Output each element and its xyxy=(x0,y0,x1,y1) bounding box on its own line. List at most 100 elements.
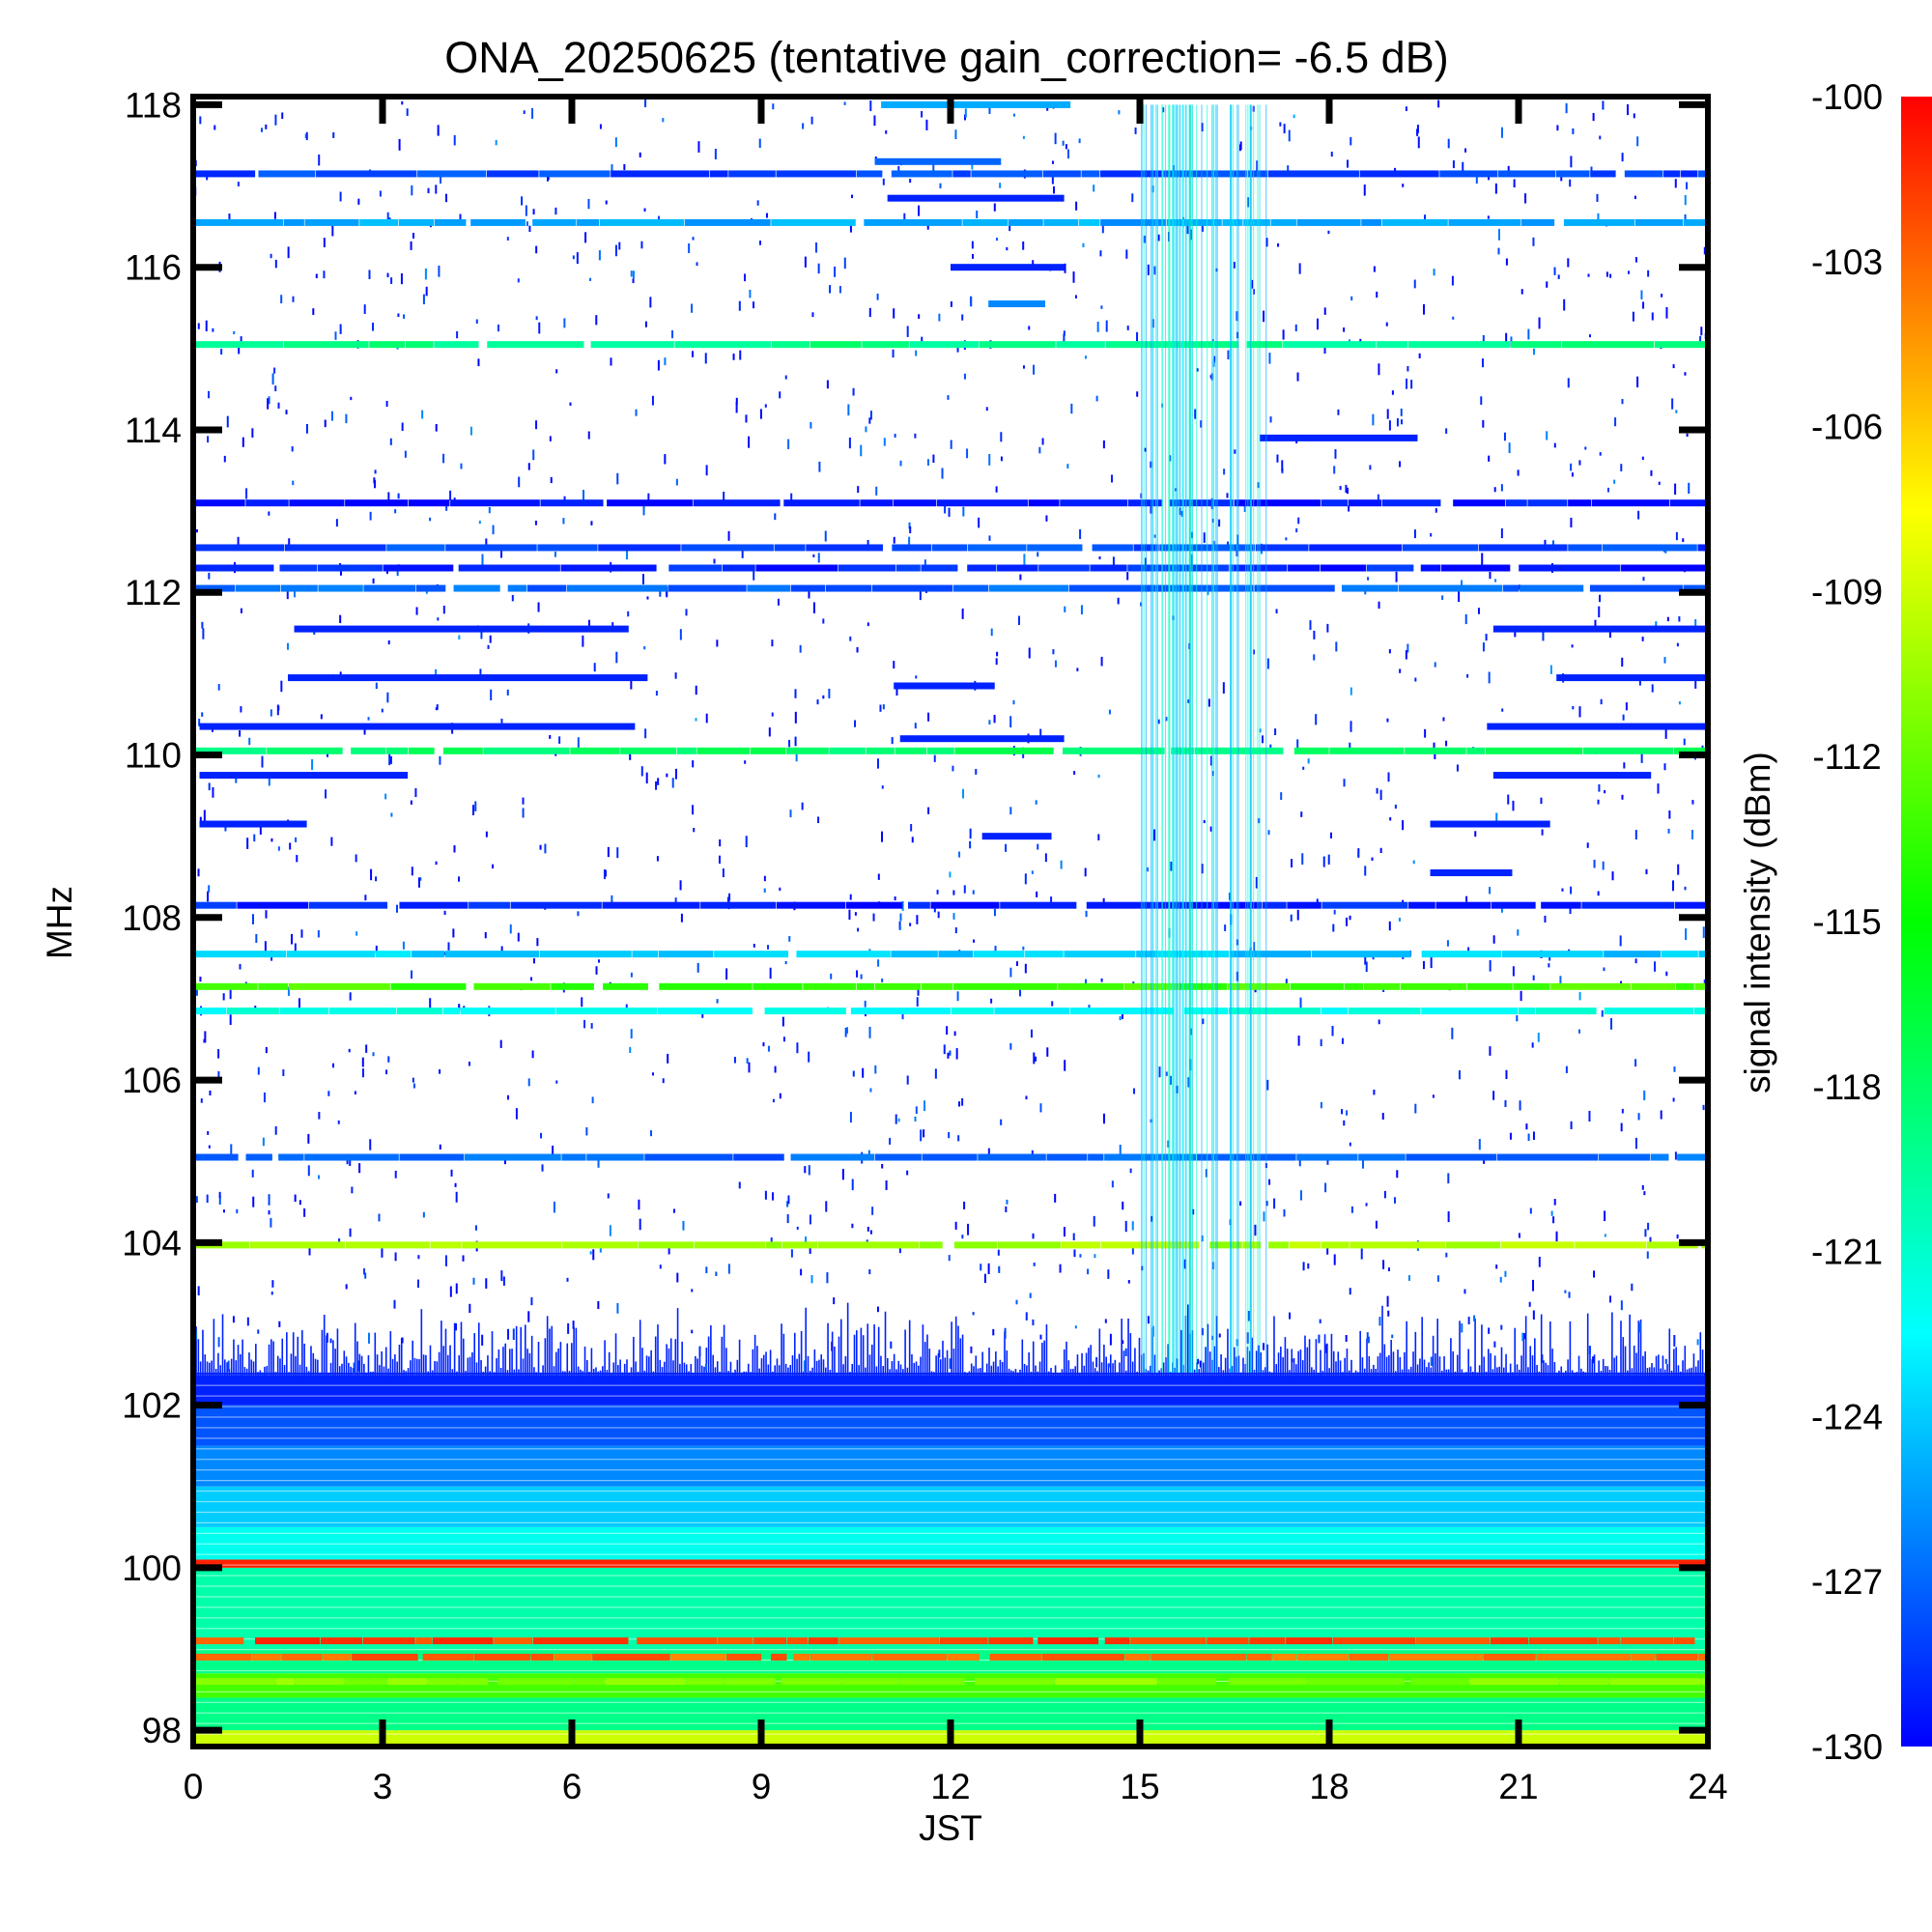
station-segment xyxy=(1361,218,1382,226)
noise-spike xyxy=(679,1363,681,1381)
noise-spike xyxy=(635,1361,637,1381)
noise-dot xyxy=(474,801,477,811)
noise-dot xyxy=(1343,327,1346,332)
noise-dot xyxy=(1022,946,1025,951)
noise-dot xyxy=(416,1279,419,1289)
noise-dot xyxy=(1538,317,1541,329)
noise-dot xyxy=(1532,975,1535,980)
noise-dot xyxy=(810,1275,813,1284)
noise-spike xyxy=(1485,1371,1488,1381)
noise-dot xyxy=(1324,1182,1327,1193)
noise-dot xyxy=(923,1100,926,1112)
noise-dot xyxy=(535,420,538,430)
noise-dot xyxy=(1332,923,1335,932)
noise-dot xyxy=(1445,428,1448,434)
noise-dot xyxy=(988,454,991,466)
noise-dot xyxy=(787,439,790,450)
noise-spike xyxy=(211,1360,213,1381)
noise-dot xyxy=(1365,961,1368,973)
noise-dot xyxy=(444,1255,447,1266)
station-segment xyxy=(193,584,236,592)
noise-dot xyxy=(875,486,878,496)
noise-dot xyxy=(1372,413,1375,426)
station-segment xyxy=(555,1008,658,1015)
noise-dot xyxy=(676,1272,679,1283)
noise-spike xyxy=(1180,1329,1182,1381)
x-tick-label: 18 xyxy=(1309,1767,1349,1806)
noise-dot xyxy=(1527,328,1530,340)
noise-dot xyxy=(650,1130,653,1137)
noise-dot xyxy=(429,998,432,1010)
noise-spike xyxy=(623,1363,626,1381)
noise-dot xyxy=(1528,1301,1531,1307)
noise-spike xyxy=(1277,1352,1280,1381)
noise-spike xyxy=(920,1356,922,1381)
noise-dot xyxy=(996,238,999,242)
noise-dot xyxy=(1078,138,1081,144)
noise-spike xyxy=(815,1360,818,1381)
noise-dot xyxy=(784,960,787,965)
noise-spike xyxy=(1121,1319,1122,1381)
noise-dot xyxy=(199,816,202,823)
noise-spike xyxy=(805,1307,808,1381)
colorbar-tick-label: -121 xyxy=(1811,1233,1883,1272)
noise-spike xyxy=(781,1323,782,1381)
noise-spike xyxy=(209,1362,211,1381)
x-tick-label: 6 xyxy=(562,1767,582,1806)
noise-dot xyxy=(447,942,450,951)
noise-dot xyxy=(1563,298,1566,311)
noise-dot xyxy=(1386,409,1389,419)
noise-dot xyxy=(198,719,201,726)
noise-spike xyxy=(1438,1356,1441,1381)
noise-spike xyxy=(460,1321,463,1381)
station-segment xyxy=(497,1678,574,1686)
noise-dot xyxy=(288,538,291,545)
noise-spike xyxy=(471,1351,473,1381)
station-segment xyxy=(806,544,883,552)
station-segment xyxy=(1069,1008,1174,1015)
noise-dot xyxy=(1634,830,1637,840)
noise-dot xyxy=(206,1194,209,1204)
noise-spike xyxy=(939,1359,942,1381)
noise-spike xyxy=(1527,1367,1529,1381)
station-segment xyxy=(1415,1637,1491,1645)
noise-dot xyxy=(587,431,590,440)
noise-spike xyxy=(533,1367,535,1381)
station-segment xyxy=(193,1678,275,1686)
noise-spike xyxy=(1012,1371,1014,1381)
noise-spike xyxy=(1498,1366,1501,1381)
station-segment xyxy=(971,170,1043,178)
station-segment xyxy=(1500,1241,1575,1249)
noise-dot xyxy=(851,1223,854,1229)
noise-dot xyxy=(312,308,315,315)
band-texture-line xyxy=(193,1564,1708,1566)
noise-dot xyxy=(438,265,440,277)
noise-spike xyxy=(1505,1353,1507,1381)
noise-dot xyxy=(611,622,614,627)
noise-dot xyxy=(889,1137,892,1145)
noise-dot xyxy=(1452,316,1455,320)
noise-spike xyxy=(295,1355,297,1381)
noise-dot xyxy=(1236,534,1239,546)
noise-spike xyxy=(525,1324,526,1381)
band-texture-line xyxy=(193,1690,1708,1692)
noise-dot xyxy=(567,1322,570,1334)
noise-spike xyxy=(1229,1368,1232,1381)
x-tick-label: 9 xyxy=(752,1767,772,1806)
noise-dot xyxy=(587,198,590,210)
noise-spike xyxy=(400,1337,403,1381)
intermittent-track xyxy=(1487,723,1708,730)
noise-dot xyxy=(616,1302,619,1314)
noise-dot xyxy=(527,463,530,470)
station-line xyxy=(193,544,1708,552)
station-segment xyxy=(722,564,755,572)
noise-dot xyxy=(318,154,321,166)
noise-spike xyxy=(747,1363,750,1381)
noise-dot xyxy=(664,454,667,465)
noise-dot xyxy=(277,846,280,851)
noise-dot xyxy=(841,1169,844,1180)
station-segment xyxy=(1329,747,1405,754)
noise-dot xyxy=(655,781,658,790)
noise-dot xyxy=(1009,1042,1012,1050)
noise-spike xyxy=(973,1366,975,1381)
